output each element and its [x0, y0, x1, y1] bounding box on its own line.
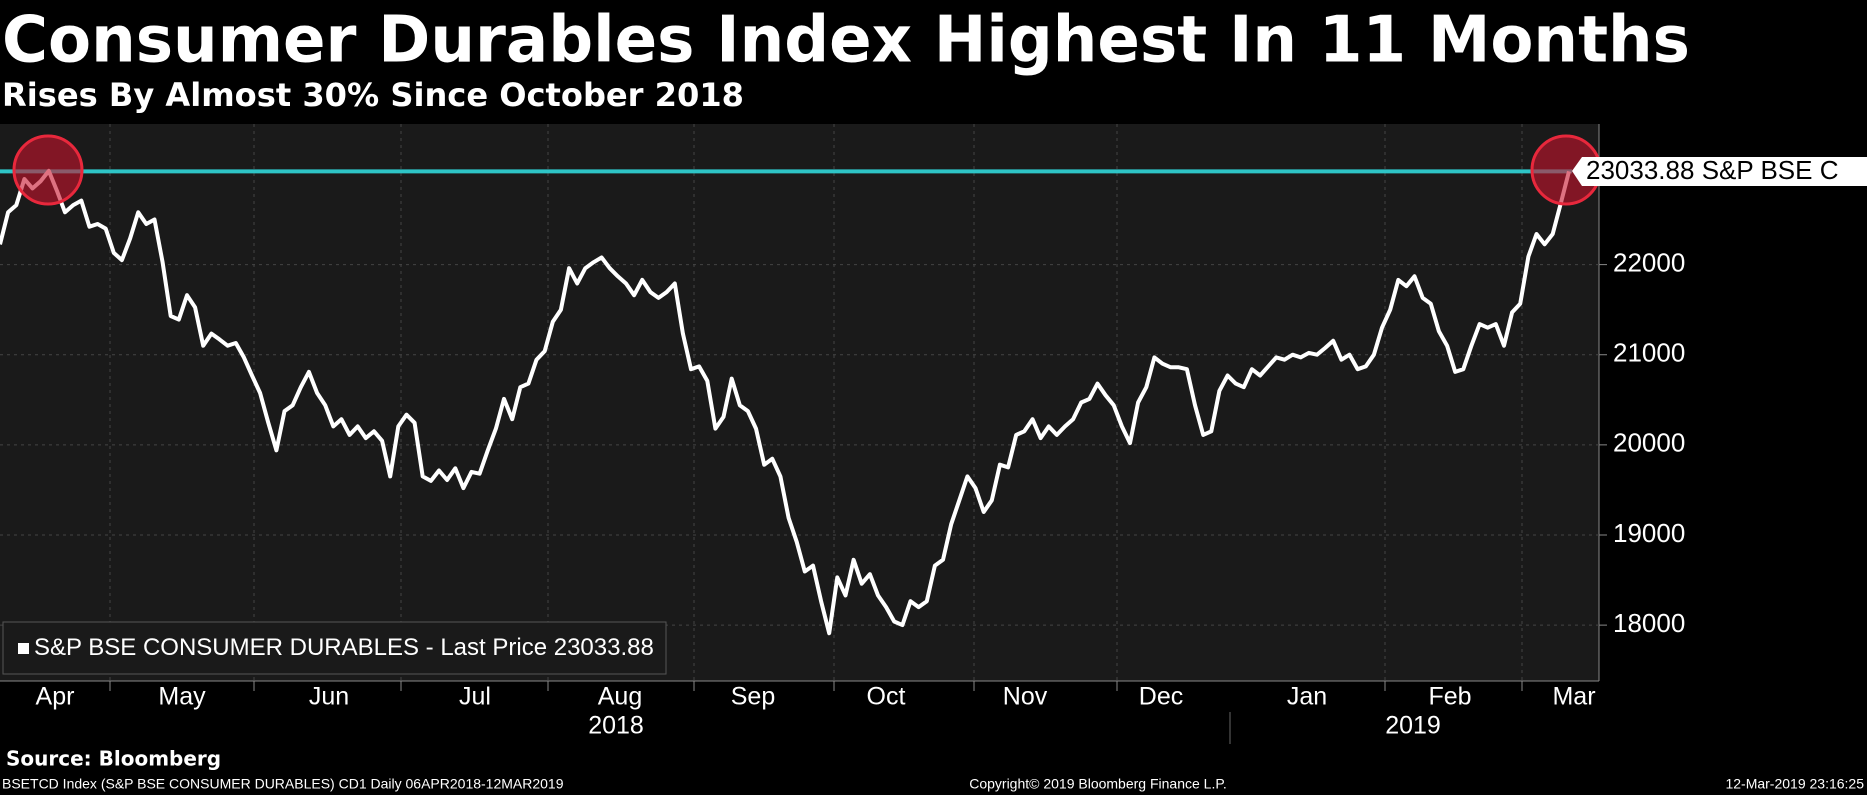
legend-box [2, 621, 667, 675]
x-tick-label: Dec [1139, 683, 1183, 711]
grid [0, 124, 1607, 691]
footer-left: BSETCD Index (S&P BSE CONSUMER DURABLES)… [2, 776, 564, 792]
last-price-tag: 23033.88 S&P BSE C [1572, 155, 1867, 186]
x-tick-label: Jan [1287, 683, 1327, 711]
source: Source: Bloomberg [6, 747, 221, 771]
x-tick-label: May [158, 683, 206, 711]
series-line [0, 168, 1571, 636]
x-tick-label: Jun [309, 683, 349, 711]
year-label: 2019 [1385, 712, 1441, 740]
last-price-label: 23033.88 S&P BSE C [1586, 155, 1839, 185]
footer-center: Copyright© 2019 Bloomberg Finance L.P. [969, 776, 1227, 792]
x-tick-label: Aug [598, 683, 642, 711]
year-label: 2018 [588, 712, 644, 740]
y-tick-label: 21000 [1613, 338, 1685, 368]
last-price-box [1572, 157, 1867, 186]
chart-title: Consumer Durables Index Highest In 11 Mo… [2, 4, 1690, 78]
x-tick-label: Feb [1428, 683, 1471, 711]
y-tick-label: 20000 [1613, 428, 1685, 458]
legend-series-name: S&P BSE CONSUMER DURABLES [34, 634, 419, 661]
legend-last-value: 23033.88 [554, 634, 654, 661]
x-tick-label: Oct [867, 683, 906, 711]
plot-area [0, 124, 1599, 681]
marks [0, 168, 1572, 636]
chart-subtitle: Rises By Almost 30% Since October 2018 [2, 76, 744, 114]
legend-swatch [18, 643, 29, 654]
y-tick-label: 22000 [1613, 247, 1685, 277]
last-price-value: 23033.88 [1586, 155, 1694, 185]
last-price-series: S&P BSE C [1702, 155, 1839, 185]
x-tick-label: Mar [1552, 683, 1595, 711]
footer-right: 12-Mar-2019 23:16:25 [1725, 776, 1864, 792]
legend-text: S&P BSE CONSUMER DURABLES - Last Price 2… [34, 634, 654, 661]
y-tick-label: 18000 [1613, 608, 1685, 638]
x-tick-label: Nov [1003, 683, 1048, 711]
y-tick-label: 19000 [1613, 518, 1685, 548]
legend-suffix: - Last Price [426, 634, 547, 661]
x-tick-label: Jul [459, 683, 491, 711]
x-tick-label: Apr [36, 683, 75, 711]
x-tick-label: Sep [731, 683, 775, 711]
legend: S&P BSE CONSUMER DURABLES - Last Price 2… [2, 621, 667, 675]
highlight-circle [12, 134, 84, 206]
